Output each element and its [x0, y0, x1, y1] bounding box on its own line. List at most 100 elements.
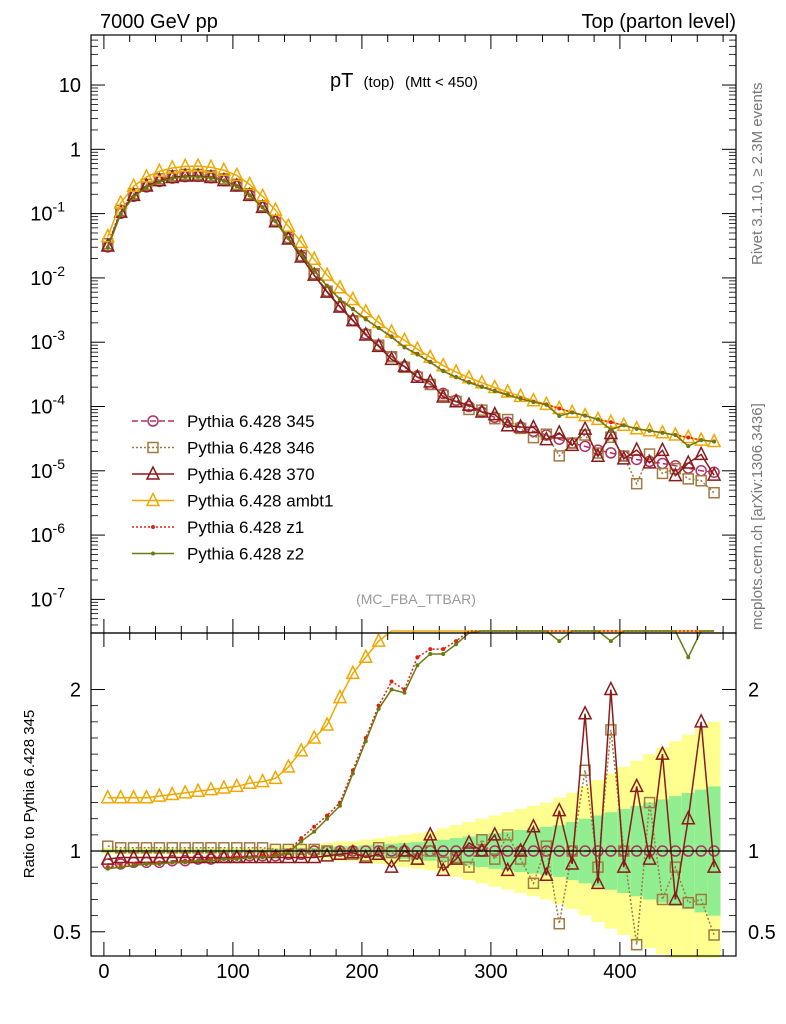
main-point-s370 [552, 424, 567, 439]
main-point-s370 [513, 418, 528, 433]
main-point-ambt1 [268, 201, 283, 216]
main-ytick-label: 10-4 [30, 392, 65, 419]
main-point-z2 [337, 297, 342, 302]
ratio-point-s370 [500, 861, 515, 877]
ratio-point-s346 [695, 893, 707, 906]
main-point-s370 [371, 337, 386, 353]
main-point-s370 [577, 420, 593, 435]
legend-swatch-marker [147, 441, 159, 454]
main-point-z2 [312, 268, 317, 273]
main-point-s346 [398, 361, 411, 374]
legend-label: Pythia 6.428 z2 [187, 545, 304, 564]
main-point-z2 [621, 423, 626, 428]
ratio-point-s370 [693, 713, 709, 728]
main-point-z2 [505, 392, 510, 397]
main-point-s346 [643, 448, 656, 460]
main-series-s345 [102, 170, 720, 478]
main-point-ambt1 [126, 177, 141, 193]
main-point-ambt1 [190, 157, 206, 172]
ratio-point-z1 [312, 824, 317, 829]
main-series-ambt1 [100, 157, 722, 448]
ratio-point-ambt1 [242, 774, 257, 789]
plot-title: pT (top) (Mtt < 450) [330, 70, 478, 92]
legend-item-z2: Pythia 6.428 z2 [132, 545, 304, 564]
main-point-ambt1 [681, 428, 696, 444]
plot-title-main: pT [330, 70, 353, 92]
ratio-point-s370 [706, 858, 722, 873]
main-point-s370 [526, 418, 541, 434]
ratio-point-s346 [656, 893, 669, 906]
main-point-z2 [286, 236, 291, 241]
ratio-point-s370 [461, 834, 477, 849]
main-ytick-exponent: -2 [53, 263, 66, 279]
xtick-label: 100 [216, 961, 249, 983]
ratio-point-ambt1 [100, 789, 115, 804]
main-point-s345 [579, 440, 591, 453]
ratio-point-s370 [371, 845, 386, 861]
ratio-point-z2 [286, 850, 291, 855]
main-point-z2 [363, 317, 368, 322]
ratio-point-s370 [564, 855, 580, 870]
main-point-z2 [531, 400, 536, 405]
main-point-s370 [668, 466, 683, 482]
ratio-ytick-label: 2 [70, 680, 81, 702]
main-point-s346 [682, 473, 695, 485]
ratio-point-s346 [605, 724, 617, 736]
main-point-ambt1 [306, 250, 322, 265]
ratio-point-s370 [216, 848, 232, 864]
ratio-point-z2 [376, 706, 381, 711]
main-point-s370 [152, 171, 167, 187]
legend-item-s346: Pythia 6.428 346 [132, 439, 315, 458]
ratio-point-s346 [140, 842, 153, 854]
main-point-s370 [474, 403, 490, 418]
ratio-point-s346 [153, 842, 166, 854]
ratio-point-z1 [454, 639, 459, 644]
main-point-s370 [203, 168, 219, 184]
main-point-s370 [294, 248, 309, 263]
ratio-point-ambt1 [306, 729, 322, 744]
ratio-point-ambt1 [152, 787, 167, 802]
main-frame [90, 34, 737, 634]
main-point-z2 [712, 439, 717, 444]
xtick-label: 300 [474, 961, 507, 983]
ratio-point-s370 [539, 866, 554, 881]
ratio-point-z1 [299, 836, 304, 841]
main-point-z2 [105, 245, 110, 250]
ratio-point-s346 [256, 842, 269, 854]
main-point-z1 [557, 406, 562, 411]
main-point-z2 [350, 307, 355, 312]
legend: Pythia 6.428 345 Pythia 6.428 346 Pythia 6… [132, 412, 333, 564]
main-ytick-exponent: -7 [53, 584, 66, 600]
main-point-s346 [708, 486, 720, 499]
main-point-s370 [642, 454, 657, 469]
main-ytick-label: 10 [59, 75, 81, 97]
ratio-point-s346 [127, 842, 140, 854]
main-point-s370 [242, 186, 257, 202]
main-point-z2 [273, 219, 278, 224]
main-point-z2 [247, 193, 252, 198]
main-ytick-label: 10-5 [30, 456, 65, 483]
ratio-point-s346 [372, 842, 385, 854]
ratio-point-z2 [325, 816, 330, 821]
main-point-ambt1 [513, 387, 528, 403]
main-point-ambt1 [603, 413, 619, 428]
main-point-ambt1 [693, 431, 709, 446]
main-point-z2 [157, 179, 162, 184]
main-point-z2 [131, 194, 136, 199]
main-ytick-base: 10 [30, 332, 52, 354]
ratio-ytick-label: 1 [70, 841, 81, 863]
main-point-z2 [389, 335, 394, 340]
main-point-s370 [190, 167, 206, 182]
main-point-s370 [423, 373, 438, 388]
header-right: Top (parton level) [581, 11, 736, 33]
xtick-label: 400 [603, 961, 636, 983]
main-point-z2 [196, 174, 201, 179]
main-point-ambt1 [152, 162, 167, 178]
ratio-point-s346 [630, 938, 643, 951]
main-ytick-label: 10-2 [30, 263, 65, 290]
ratio-point-ambt1 [345, 664, 361, 680]
ratio-point-s346 [179, 842, 191, 854]
main-point-s370 [332, 298, 348, 313]
ratio-point-s370 [448, 850, 464, 865]
